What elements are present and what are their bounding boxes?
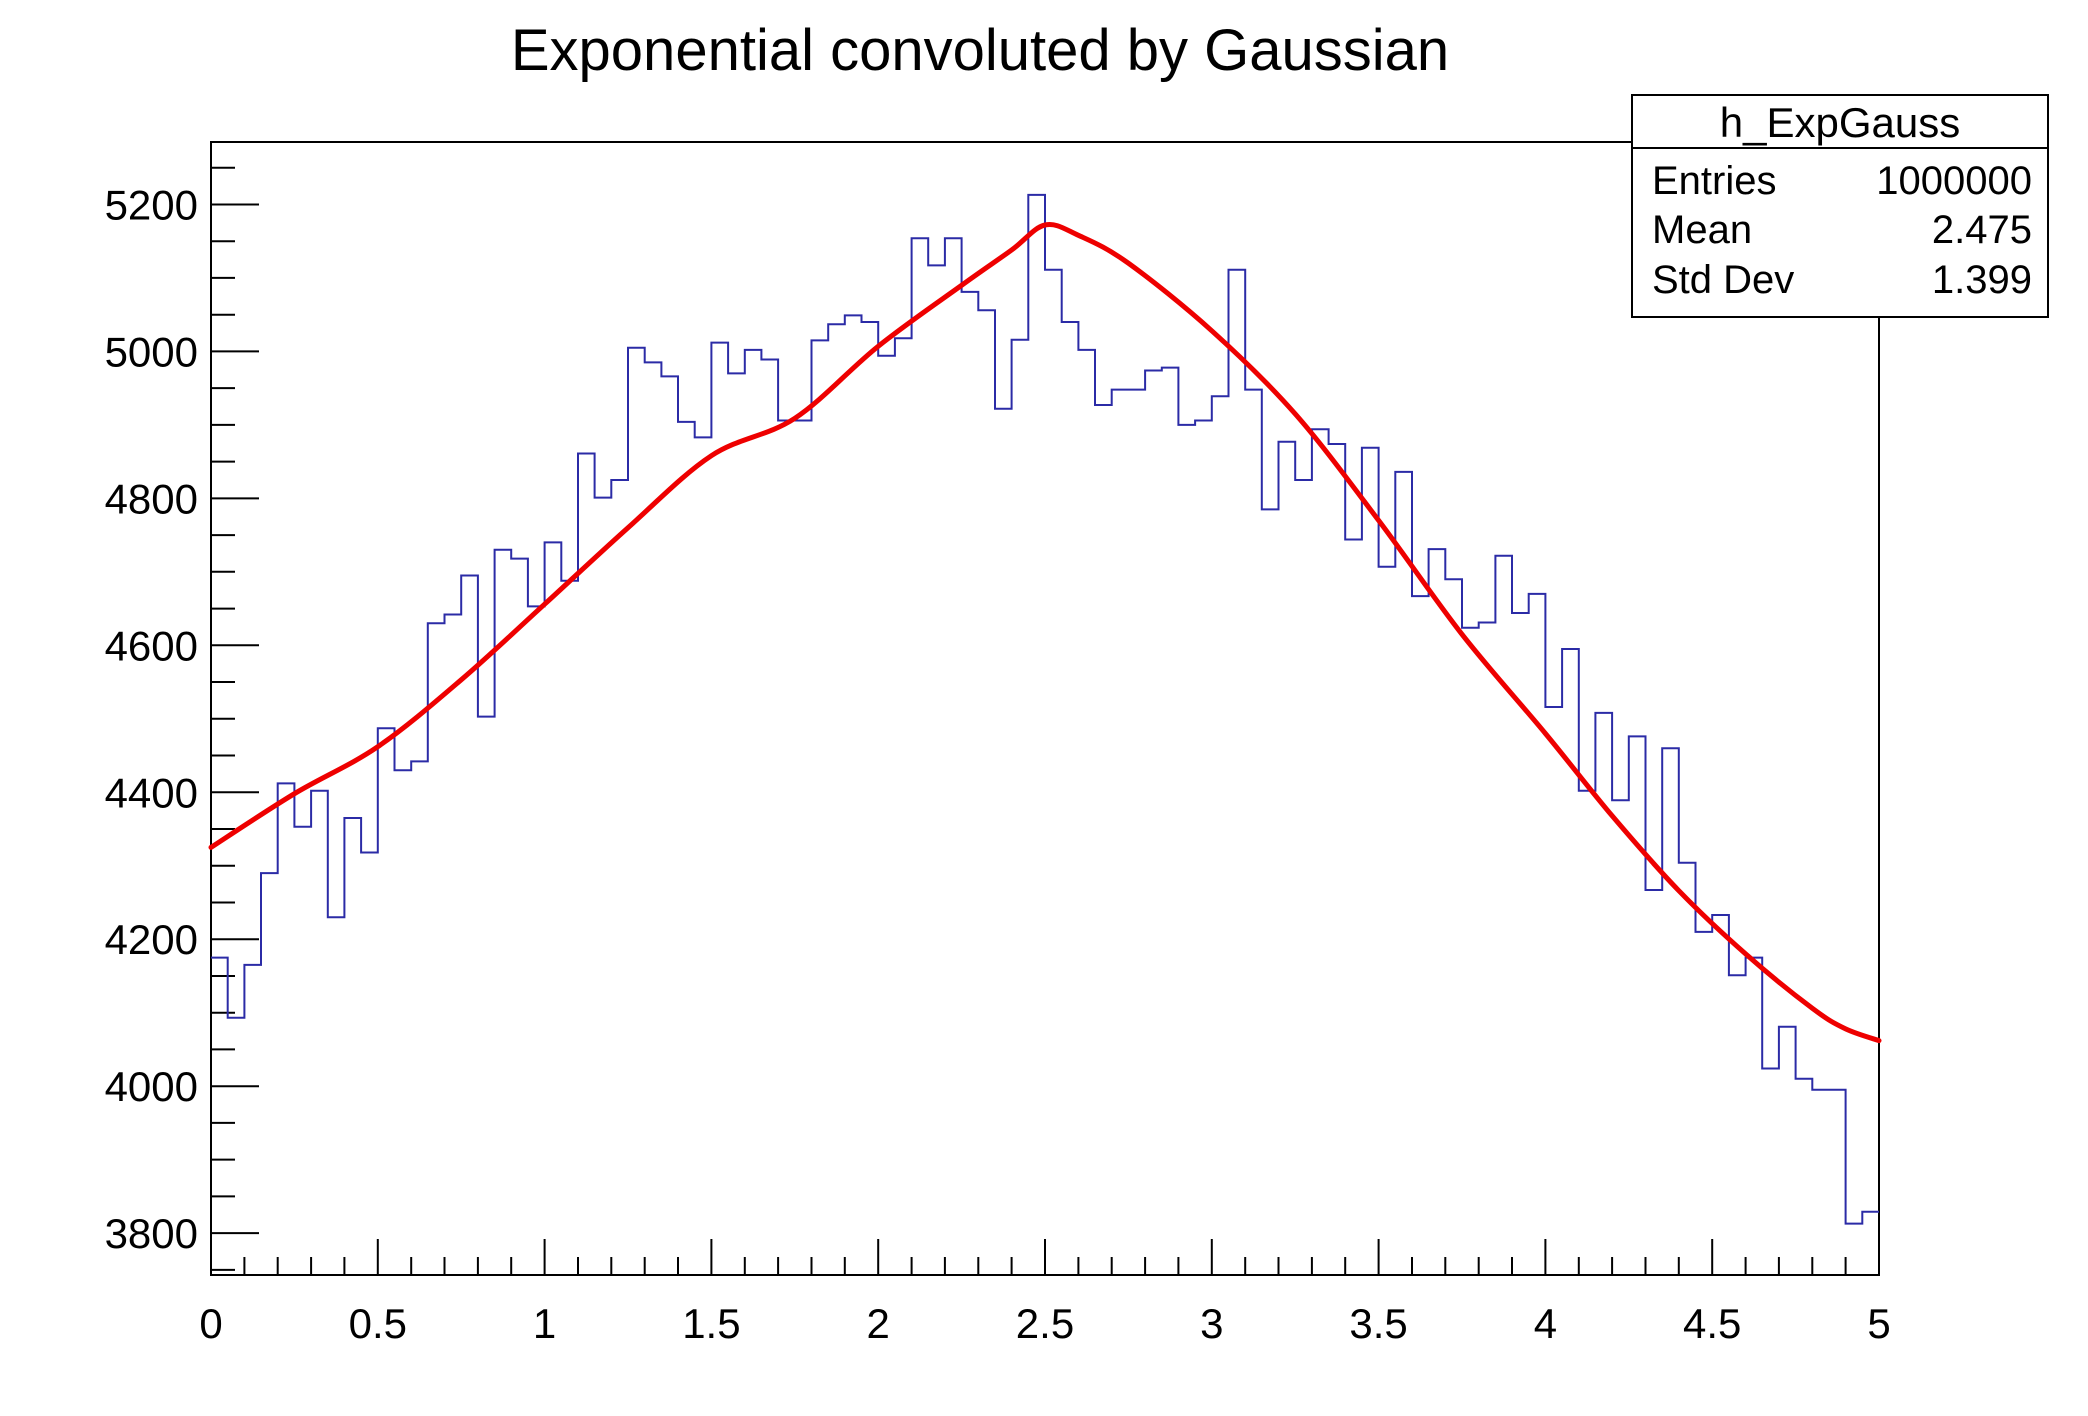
x-tick-label: 1.5 xyxy=(682,1300,740,1347)
y-tick-label: 4400 xyxy=(105,769,198,816)
stats-histogram-name: h_ExpGauss xyxy=(1720,99,1960,146)
stats-box: h_ExpGauss Entries 1000000 Mean 2.475 St… xyxy=(1631,94,2049,318)
axis-ticks xyxy=(210,166,1880,1275)
x-tick-label: 4.5 xyxy=(1683,1300,1741,1347)
y-axis-tick-labels: 3800 4000 4200 4400 4600 4800 5000 5200 xyxy=(105,182,198,1258)
y-tick-label: 5200 xyxy=(105,182,198,229)
x-tick-label: 0 xyxy=(199,1300,222,1347)
x-tick-label: 4 xyxy=(1534,1300,1557,1347)
stats-entries-value: 1000000 xyxy=(1876,159,2032,203)
stats-stddev-label: Std Dev xyxy=(1652,258,1794,302)
x-tick-label: 3.5 xyxy=(1349,1300,1407,1347)
chart-title: Exponential convoluted by Gaussian xyxy=(511,18,1449,83)
x-tick-label: 2 xyxy=(867,1300,890,1347)
y-tick-label: 4800 xyxy=(105,475,198,522)
stats-mean-value: 2.475 xyxy=(1932,208,2032,252)
tick-marks xyxy=(210,166,1880,1275)
y-tick-label: 4200 xyxy=(105,916,198,963)
histogram-line xyxy=(211,193,1879,1225)
stats-box-border xyxy=(1631,94,2049,318)
y-tick-label: 3800 xyxy=(105,1210,198,1257)
x-tick-label: 3 xyxy=(1200,1300,1223,1347)
plot-frame xyxy=(210,141,1880,1276)
x-tick-label: 0.5 xyxy=(349,1300,407,1347)
stats-mean-label: Mean xyxy=(1652,208,1752,252)
fit-curve xyxy=(208,221,1882,1044)
y-tick-label: 4600 xyxy=(105,622,198,669)
x-tick-label: 5 xyxy=(1867,1300,1890,1347)
x-axis-tick-labels: 0 0.5 1 1.5 2 2.5 3 3.5 4 4.5 5 xyxy=(199,1300,1890,1347)
stats-stddev-value: 1.399 xyxy=(1932,258,2032,302)
x-tick-label: 1 xyxy=(533,1300,556,1347)
y-tick-label: 4000 xyxy=(105,1063,198,1110)
x-tick-label: 2.5 xyxy=(1016,1300,1074,1347)
y-tick-label: 5000 xyxy=(105,328,198,375)
stats-entries-label: Entries xyxy=(1652,159,1777,203)
